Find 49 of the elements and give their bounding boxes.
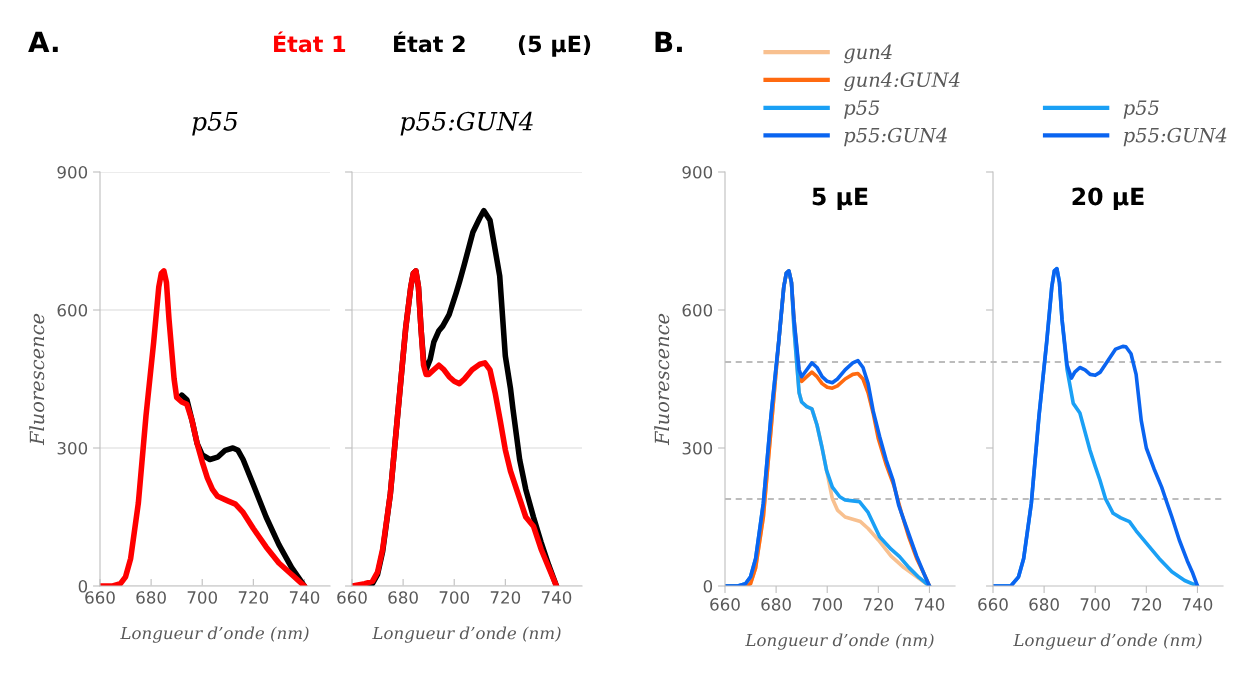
- x-axis-title: Longueur d’onde (nm): [120, 626, 309, 643]
- x-tick-label: 680: [1029, 598, 1059, 611]
- x-tick-label: 680: [136, 591, 166, 604]
- x-tick-label: 720: [863, 598, 894, 611]
- x-tick-label: 680: [388, 591, 418, 604]
- x-tick-label: 740: [289, 591, 320, 604]
- legend-label: p55:GUN4: [1123, 127, 1227, 147]
- text: 5 µE: [812, 187, 868, 210]
- y-tick-label: 300: [57, 441, 88, 455]
- chart-title: p55:GUN4: [400, 111, 533, 136]
- x-axis-title: Longueur d’onde (nm): [372, 626, 561, 643]
- x-tick-label: 740: [541, 591, 572, 604]
- text: État 2: [394, 31, 465, 53]
- x-tick-label: 700: [812, 598, 843, 611]
- legend-label: gun4:GUN4: [843, 72, 960, 92]
- x-tick-label: 720: [1131, 598, 1162, 611]
- x-tick-label: 720: [490, 591, 521, 604]
- y-tick-label: 0: [703, 579, 713, 593]
- x-tick-label: 660: [85, 591, 115, 604]
- text: B.: [655, 31, 682, 52]
- text: (5 µE): [518, 35, 591, 57]
- y-tick-label: 900: [682, 165, 713, 179]
- x-axis-title: Longueur d’onde (nm): [745, 633, 934, 650]
- text: État 1: [274, 31, 346, 53]
- y-tick-label: 300: [682, 441, 713, 455]
- legend-label: p55:GUN4: [844, 127, 947, 147]
- x-tick-label: 720: [238, 591, 269, 604]
- y-tick-label: 600: [57, 303, 88, 317]
- y-tick-label: 600: [682, 303, 713, 317]
- text: A.: [28, 31, 58, 52]
- x-tick-label: 660: [710, 598, 740, 611]
- y-axis-title: Fluorescence: [29, 313, 45, 446]
- x-tick-label: 700: [1080, 598, 1111, 611]
- chart-title: p55: [192, 112, 238, 136]
- legend-label: p55: [844, 100, 880, 119]
- text: 20 µE: [1072, 187, 1144, 210]
- legend-label: gun4: [843, 44, 892, 64]
- y-tick-label: 0: [78, 579, 88, 593]
- x-tick-label: 680: [761, 598, 791, 611]
- x-axis-title: Longueur d’onde (nm): [1013, 633, 1202, 650]
- x-tick-label: 660: [978, 598, 1008, 611]
- x-tick-label: 740: [914, 598, 945, 611]
- y-tick-label: 900: [57, 165, 88, 179]
- x-tick-label: 700: [439, 591, 470, 604]
- legend-label: p55: [1123, 100, 1159, 119]
- x-tick-label: 740: [1182, 598, 1213, 611]
- x-tick-label: 700: [187, 591, 218, 604]
- x-tick-label: 660: [337, 591, 367, 604]
- y-axis-title: Fluorescence: [654, 313, 670, 446]
